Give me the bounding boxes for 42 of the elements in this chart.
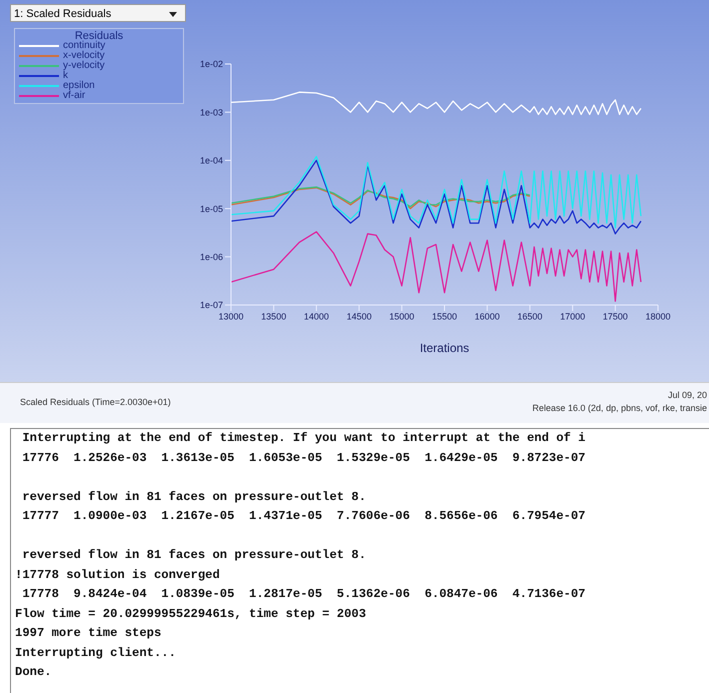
x-axis-title: Iterations: [420, 341, 470, 355]
x-tick-label: 14000: [304, 311, 329, 322]
legend-label: k: [63, 70, 68, 81]
y-tick-label: 1e-05: [200, 204, 223, 214]
text: Interrupting client...: [15, 644, 177, 662]
text: Jul 09, 20: [666, 389, 707, 402]
line-series: [231, 92, 642, 116]
legend-label: epsilon: [63, 80, 95, 91]
x-tick-label: 18000: [645, 311, 671, 322]
x-tick-label: 17000: [560, 311, 586, 322]
text: 1: Scaled Residuals: [10, 4, 186, 22]
text: Release 16.0 (2d, dp, pbns, vof, rke, transie: [532, 402, 707, 415]
legend-label: vf-air: [63, 90, 86, 101]
y-tick-label: 1e-04: [200, 156, 223, 166]
text: Done.: [15, 664, 53, 681]
text: 17777 1.0900e-03 1.2167e-05 1.4371e-05 7.7606e-06 8.5656e-06 6.7954e-07: [21, 508, 586, 525]
legend-label: y-velocity: [63, 60, 105, 71]
legend-title: Residuals: [74, 30, 124, 42]
text: !17778 solution is converged: [15, 566, 221, 584]
x-tick-label: 15000: [389, 311, 414, 322]
x-tick-label: 16500: [517, 311, 542, 322]
text: 17776 1.2526e-03 1.3613e-05 1.6053e-05 1.5329e-05 1.6429e-05 9.8723e-07: [21, 450, 586, 466]
x-tick-label: 15500: [432, 311, 458, 322]
y-tick-label: 1e-02: [200, 59, 223, 70]
y-tick-label: 1e-06: [200, 252, 223, 262]
x-tick-label: 13000: [218, 311, 244, 322]
text: reversed flow in 81 faces on pressure-outlet 8.: [21, 547, 368, 564]
text: Flow time = 20.02999955229461s, time step = 2003: [15, 606, 368, 622]
x-tick-label: 16000: [474, 311, 500, 322]
y-tick-label: 1e-03: [200, 107, 223, 118]
x-tick-label: 13500: [261, 311, 286, 322]
legend-label: continuity: [63, 40, 106, 51]
text: 1997 more time steps: [15, 625, 162, 642]
y-tick-label: 1e-07: [200, 300, 223, 310]
text: 17778 9.8424e-04 1.0839e-05 1.2817e-05 5.1362e-06 6.0847e-06 4.7136e-07: [21, 586, 586, 603]
text: Scaled Residuals (Time=2.0030e+01): [20, 397, 171, 407]
legend-label: x-velocity: [63, 50, 105, 61]
x-tick-label: 17500: [602, 311, 628, 322]
text: Interrupting at the end of timestep. If you want to interrupt at the end of i: [21, 430, 586, 447]
line-series: [231, 231, 642, 302]
text: reversed flow in 81 faces on pressure-outlet 8.: [21, 488, 368, 506]
x-tick-label: 14500: [346, 311, 372, 322]
